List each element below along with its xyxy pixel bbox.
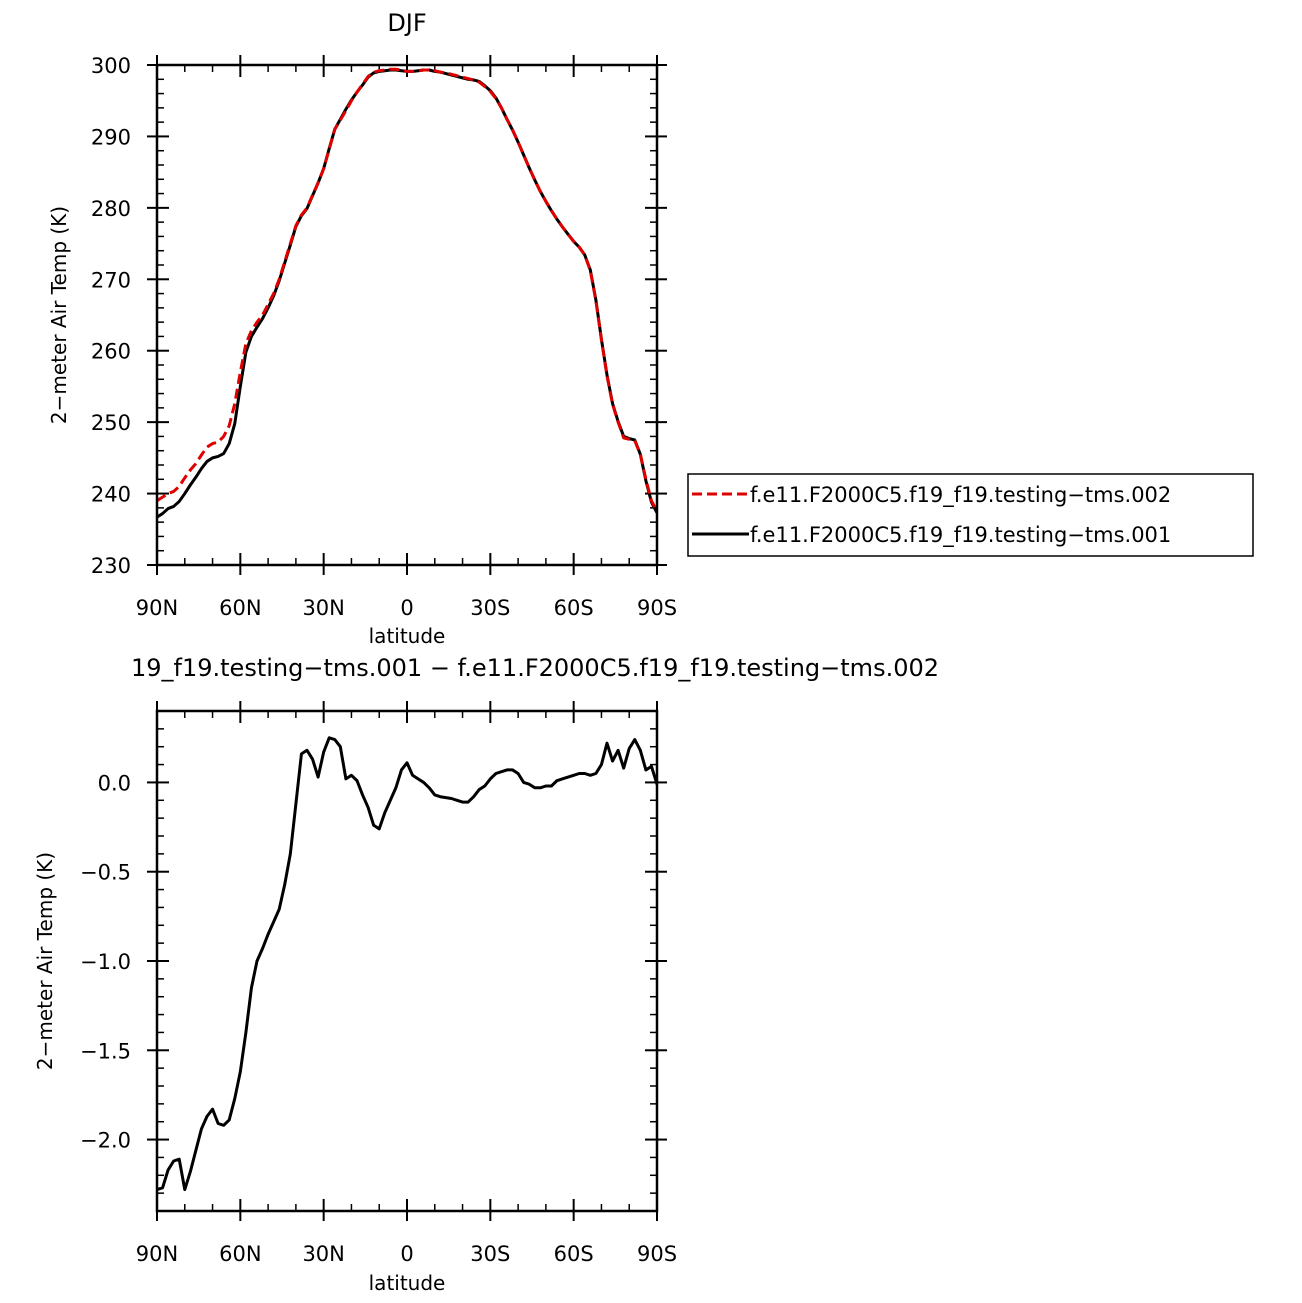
y-tick-label: 280 [91,197,131,221]
x-tick-label: 30N [302,1242,344,1266]
y-tick-label: 0.0 [98,771,131,795]
legend-label-001: f.e11.F2000C5.f19_f19.testing−tms.001 [750,523,1171,548]
top-plot-frame [155,63,659,567]
x-tick-label: 90S [637,1242,677,1266]
y-tick-label: 290 [91,125,131,149]
y-tick-label: −2.0 [80,1129,131,1153]
top-y-axis-label: 2−meter Air Temp (K) [47,206,71,424]
y-tick-label: 240 [91,483,131,507]
y-tick-label: −0.5 [80,861,131,885]
bottom-series-lines [157,736,657,1192]
top-panel: DJF latitude 2−meter Air Temp (K) 90N 60N… [47,9,677,648]
x-tick-label: 30N [302,596,344,620]
y-tick-label: −1.5 [80,1039,131,1063]
x-tick-label: 60N [219,596,261,620]
series-line-0 [157,736,657,1192]
bottom-axis-ticks: 90N 60N 30N 0 30S 60S 90S −2.0 −1.5 −1.0 −0.5 0.0 [80,701,677,1266]
legend-label-002: f.e11.F2000C5.f19_f19.testing−tms.002 [750,483,1171,508]
x-tick-label: 90S [637,596,677,620]
x-tick-label: 90N [136,596,178,620]
bottom-chart-title: 19_f19.testing−tms.001 − f.e11.F2000C5.f… [131,654,939,682]
bottom-x-axis-label: latitude [369,1271,446,1295]
top-chart-title: DJF [387,9,426,37]
x-tick-label: 30S [470,1242,510,1266]
series-line-0 [157,67,657,513]
top-series-lines [157,67,657,519]
top-x-axis-label: latitude [369,624,446,648]
bottom-y-axis-label: 2−meter Air Temp (K) [33,852,57,1070]
y-tick-label: 230 [91,554,131,578]
x-tick-label: 60N [219,1242,261,1266]
legend-box [687,473,1254,557]
bottom-plot-frame [155,709,659,1213]
y-tick-label: 250 [91,411,131,435]
y-tick-label: 270 [91,268,131,292]
x-tick-label: 0 [400,1242,413,1266]
bottom-panel: 19_f19.testing−tms.001 − f.e11.F2000C5.f… [33,654,939,1295]
x-tick-label: 30S [470,596,510,620]
y-tick-label: 260 [91,340,131,364]
series-line-1 [157,68,657,519]
legend: f.e11.F2000C5.f19_f19.testing−tms.002 f.… [687,473,1254,557]
top-axis-ticks: 90N 60N 30N 0 30S 60S 90S 230 240 250 260 270 280 290… [91,54,677,620]
x-tick-label: 90N [136,1242,178,1266]
x-tick-label: 60S [554,596,594,620]
y-tick-label: 300 [91,54,131,78]
x-tick-label: 0 [400,596,413,620]
y-tick-label: −1.0 [80,950,131,974]
x-tick-label: 60S [554,1242,594,1266]
